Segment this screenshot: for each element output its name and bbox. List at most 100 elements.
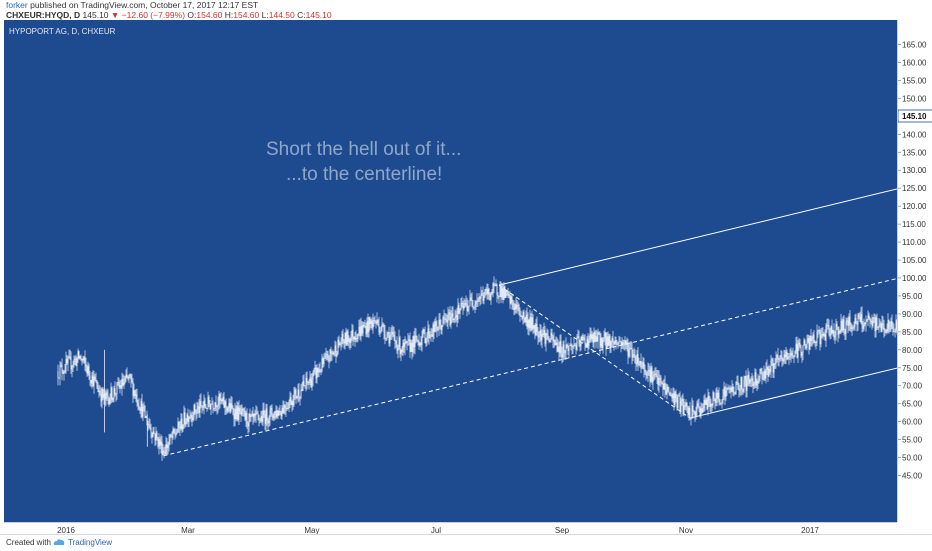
candle-body [447,320,448,323]
chart-plot-area[interactable]: HYPOPORT AG, D, CHXEUR Short the hell ou… [4,20,897,522]
candle-body [695,412,696,417]
candle-body [310,377,311,382]
candle-body [235,409,236,419]
price-axis-svg[interactable]: 45.0050.0055.0060.0065.0070.0075.0080.00… [898,20,932,522]
candle-body [108,395,109,398]
candle-body [60,366,61,378]
candle-body [667,387,668,394]
pitchfork-upper-line[interactable] [499,189,897,285]
candle-body [296,389,297,398]
candle-body [302,389,303,390]
high-label: H: [225,10,234,20]
annotation-line-1[interactable]: Short the hell out of it... [266,139,461,160]
candle-body [579,336,580,344]
candle-body [226,402,227,408]
candle-body [311,377,312,387]
candle-body [179,422,180,427]
candle-body [659,378,660,385]
candle-body [824,334,825,336]
candle-body [658,378,659,385]
candle-body [133,382,134,396]
candle-body [815,342,816,343]
candle-body [549,340,550,342]
candle-body [564,344,565,352]
candle-body [512,296,513,302]
candle-body [245,411,246,420]
candle-body [832,326,833,333]
candle-body [725,387,726,397]
candle-body [479,297,480,301]
candle-body [517,305,518,309]
candle-body [671,395,672,396]
candle-body [889,320,890,329]
candle-body [487,289,488,294]
author-link[interactable]: forker [6,0,28,10]
candle-body [809,338,810,349]
annotation-line-2[interactable]: ...to the centerline! [286,164,442,185]
candle-body [456,315,457,317]
candle-body [883,323,884,324]
candle-body [281,412,282,416]
candle-body [590,334,591,341]
candle-body [149,424,150,425]
candle-body [819,330,820,331]
candle-body [251,416,252,417]
candle-body [677,398,678,408]
candle-body [776,358,777,364]
candle-body [394,334,395,337]
candle-body [507,291,508,292]
candle-body [247,413,248,423]
candle-body [662,383,663,384]
candle-body [480,297,481,298]
candle-body [287,408,288,409]
candle-body [866,321,867,324]
pitchfork-lower-line[interactable] [690,368,897,418]
candle-body [316,368,317,379]
candle-body [736,382,737,394]
candle-body [592,334,593,339]
price-tick-label: 65.00 [902,400,923,409]
candle-body [615,340,616,343]
candle-body [114,388,115,398]
candle-body [231,403,232,411]
candle-body [586,344,587,347]
candle-body [473,306,474,308]
tradingview-brand[interactable]: TradingView [68,538,112,547]
candle-body [110,399,111,404]
candle-body [224,397,225,408]
candle-body [362,325,363,333]
candle-body [620,341,621,342]
candle-body [723,396,724,401]
candle-body [583,338,584,340]
candle-body [238,406,239,420]
candle-body [403,343,404,352]
price-tick-label: 75.00 [902,364,923,373]
candle-body [537,324,538,332]
candle-body [796,344,797,351]
candle-body [138,403,139,405]
candle-body [491,292,492,299]
candle-body [763,379,764,380]
candle-body [269,420,270,424]
candle-body [589,341,590,346]
candle-body [780,355,781,358]
candle-body [278,410,279,415]
candle-body [325,358,326,359]
price-tick-label: 150.00 [902,94,927,103]
candle-body [371,321,372,324]
candle-body [125,378,126,382]
candle-body [784,354,785,361]
candle-body [515,304,516,310]
chart-svg[interactable]: HYPOPORT AG, D, CHXEUR Short the hell ou… [4,20,897,522]
candle-body [428,328,429,335]
pitchfork-median-line[interactable] [164,279,897,456]
candle-body [536,324,537,335]
candle-body [767,367,768,369]
candle-body [381,330,382,331]
candle-body [743,389,744,391]
candle-body [678,396,679,408]
candle-body [591,334,592,339]
candle-body [530,317,531,328]
candle-body [445,319,446,320]
